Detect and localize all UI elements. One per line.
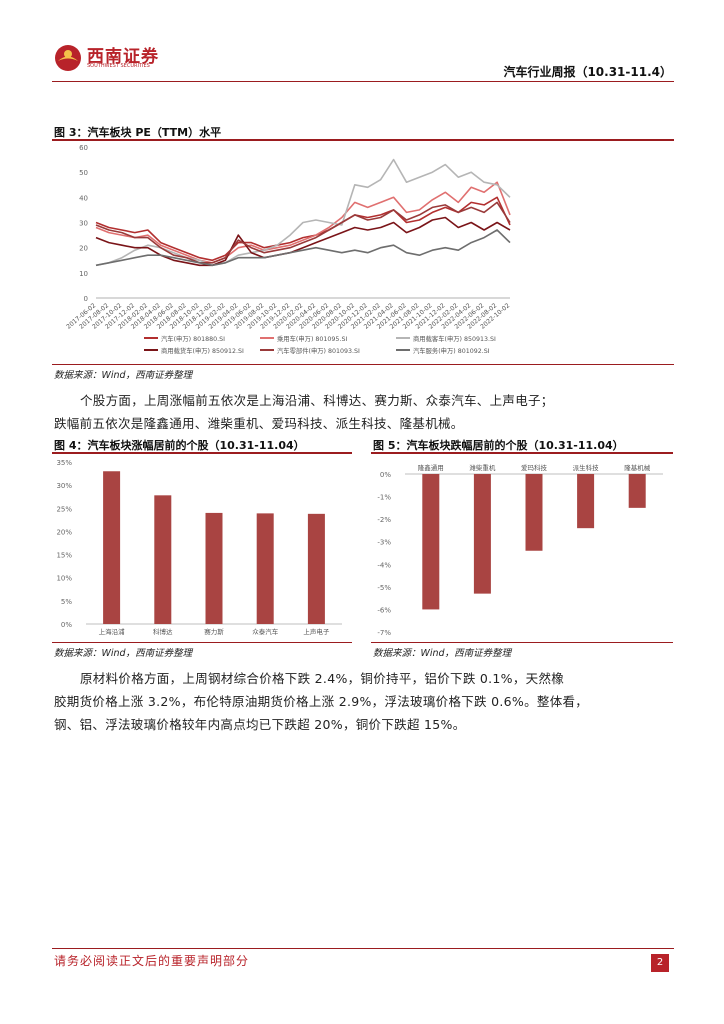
category-label: 赛力斯	[204, 627, 224, 636]
bar-3	[256, 513, 274, 624]
top-losers-bar-chart: 0% -1% -2% -3% -4% -5% -6% -7% 隆鑫通用 潍柴重机 爱玛科技 派生科技 隆…	[377, 463, 663, 637]
category-label: 上海沿浦	[99, 627, 126, 636]
y-tick-label: 10	[79, 270, 88, 278]
y-tick-label: 50	[79, 169, 88, 177]
y-tick-label: 20	[79, 245, 88, 253]
y-tick-label: 5%	[61, 598, 72, 606]
legend-label: 商用载货车(申万) 850912.SI	[161, 346, 244, 355]
pe-ttm-line-chart: 01020304050602017-06-022017-08-022017-10…	[65, 144, 511, 355]
figure4-title: 图 4：汽车板块涨幅居前的个股（10.31-11.04）	[54, 439, 305, 452]
paragraph-materials-line2: 胶期货价格上涨 3.2%，布伦特原油期货价格上涨 2.9%，浮法玻璃价格下跌 0…	[54, 694, 589, 709]
top-gainers-bar-chart: 0% 5% 10% 15% 20% 25% 30% 35% 上海沿浦 科博达 赛力斯 众泰汽车 上声电子	[56, 459, 342, 636]
legend-label: 乘用车(申万) 801095.SI	[277, 334, 347, 343]
footer-disclaimer: 请务必阅读正文后的重要声明部分	[54, 954, 250, 968]
y-tick-label: 0	[84, 295, 88, 303]
logo-mark-icon	[55, 45, 81, 71]
figure5-bottom-rule	[371, 642, 673, 643]
category-label: 众泰汽车	[252, 627, 279, 636]
legend-label: 汽车零部件(申万) 801093.SI	[277, 346, 360, 355]
header-divider	[52, 81, 674, 82]
y-tick-label: -6%	[377, 606, 391, 614]
report-title: 汽车行业周报（10.31-11.4）	[503, 65, 672, 79]
figure5-rule	[371, 452, 673, 454]
footer-divider	[52, 948, 674, 949]
y-tick-label: 30	[79, 220, 88, 228]
y-tick-label: -5%	[377, 584, 391, 592]
bar-1	[154, 495, 172, 624]
figure4-rule	[52, 452, 352, 454]
y-tick-label: -1%	[377, 494, 391, 502]
category-label: 潍柴重机	[469, 463, 496, 472]
page-number: 2	[651, 954, 669, 972]
y-tick-label: 10%	[56, 575, 72, 583]
bar-3	[577, 474, 595, 529]
figure5-title: 图 5：汽车板块跌幅居前的个股（10.31-11.04）	[373, 439, 624, 452]
series-line-4	[95, 201, 511, 264]
figure3-source: 数据来源：Wind，西南证券整理	[54, 370, 193, 381]
bar-0	[103, 471, 121, 624]
figure3-bottom-rule	[52, 364, 674, 365]
category-label: 隆鑫通用	[418, 463, 444, 472]
series-line-1	[95, 181, 511, 264]
bar-2	[525, 474, 543, 551]
logo: 西南证券 SOUTHWEST SECURITIES	[54, 44, 204, 74]
y-tick-label: 0%	[380, 471, 391, 479]
y-tick-label: 0%	[61, 621, 72, 629]
legend-label: 商用载客车(申万) 850913.SI	[413, 334, 496, 343]
bar-0	[422, 474, 440, 610]
bar-4	[307, 513, 325, 624]
paragraph-stocks: 个股方面，上周涨幅前五依次是上海沿浦、科博达、赛力斯、众泰汽车、上声电子； 跌幅…	[54, 389, 674, 435]
y-tick-label: -3%	[377, 539, 391, 547]
figure3-rule	[52, 139, 674, 141]
logo-text: 西南证券	[87, 47, 159, 67]
series-line-0	[95, 196, 511, 262]
legend-label: 汽车服务(申万) 801092.SI	[413, 346, 490, 355]
y-tick-label: 15%	[56, 552, 72, 560]
y-tick-label: -2%	[377, 516, 391, 524]
paragraph-stocks-line1: 个股方面，上周涨幅前五依次是上海沿浦、科博达、赛力斯、众泰汽车、上声电子；	[80, 393, 554, 408]
paragraph-materials: 原材料价格方面，上周钢材综合价格下跌 2.4%，铜价持平，铝价下跌 0.1%，天…	[54, 667, 674, 736]
category-label: 上声电子	[303, 627, 330, 636]
figure5-source: 数据来源：Wind，西南证券整理	[373, 648, 512, 659]
logo-subtext: SOUTHWEST SECURITIES	[87, 63, 150, 69]
paragraph-materials-line1: 原材料价格方面，上周钢材综合价格下跌 2.4%，铜价持平，铝价下跌 0.1%，天…	[80, 671, 565, 686]
legend-label: 汽车(申万) 801880.SI	[161, 334, 225, 343]
bar-1	[473, 474, 491, 594]
y-tick-label: 25%	[56, 505, 72, 513]
figure4-source: 数据来源：Wind，西南证券整理	[54, 648, 193, 659]
category-label: 科博达	[153, 627, 173, 636]
figure4-bottom-rule	[52, 642, 352, 643]
y-tick-label: -7%	[377, 629, 391, 637]
y-tick-label: 20%	[56, 528, 72, 536]
series-line-5	[95, 229, 511, 267]
category-label: 派生科技	[573, 463, 600, 472]
series-line-3	[95, 216, 511, 267]
bar-2	[205, 512, 223, 624]
category-label: 爱玛科技	[521, 463, 548, 472]
y-tick-label: 40	[79, 194, 88, 202]
category-label: 隆基机械	[624, 463, 651, 472]
y-tick-label: 60	[79, 144, 88, 152]
paragraph-stocks-line2: 跌幅前五依次是隆鑫通用、潍柴重机、爱玛科技、派生科技、隆基机械。	[54, 416, 464, 431]
y-tick-label: 35%	[56, 459, 72, 467]
paragraph-materials-line3: 钢、铝、浮法玻璃价格较年内高点均已下跌超 20%，铜价下跌超 15%。	[54, 717, 466, 732]
y-tick-label: 30%	[56, 482, 72, 490]
figure3-title: 图 3：汽车板块 PE（TTM）水平	[54, 126, 222, 139]
y-tick-label: -4%	[377, 561, 391, 569]
bar-4	[628, 474, 646, 508]
